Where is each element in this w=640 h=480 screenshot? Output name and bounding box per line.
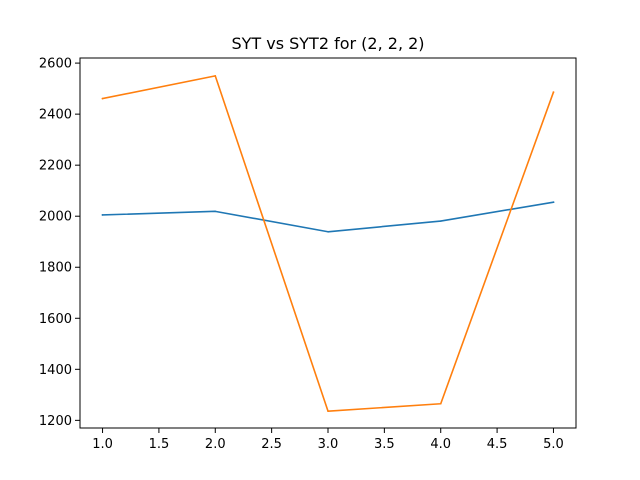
y-tick-label: 1600 xyxy=(39,312,72,327)
y-tick-label: 2000 xyxy=(39,210,72,225)
series-2-point xyxy=(101,97,104,100)
series-1-point xyxy=(101,214,104,216)
y-tick-label: 1400 xyxy=(39,363,72,378)
x-tick-label: 4.5 xyxy=(487,437,508,452)
x-tick-label: 2.0 xyxy=(205,437,226,452)
x-tick-label: 4.0 xyxy=(430,437,451,452)
series-2-point xyxy=(439,402,442,405)
x-tick-label: 1.5 xyxy=(149,437,170,452)
chart-title: SYT vs SYT2 for (2, 2, 2) xyxy=(231,34,424,53)
x-tick-label: 2.5 xyxy=(261,437,282,452)
x-tick-label: 3.0 xyxy=(318,437,339,452)
axes-frame xyxy=(79,57,577,429)
series-1-point xyxy=(439,220,442,222)
y-tick-label: 1800 xyxy=(39,261,72,276)
series-2-point xyxy=(214,75,217,77)
y-tick-label: 2200 xyxy=(39,159,72,174)
x-tick-label: 5.0 xyxy=(543,437,564,452)
series-1-point xyxy=(552,201,555,203)
x-tick-label: 1.0 xyxy=(92,437,113,452)
series-layer xyxy=(101,75,555,412)
series-1-point xyxy=(327,230,329,233)
y-tick-label: 2400 xyxy=(39,108,72,123)
x-tick-label: 3.5 xyxy=(374,437,395,452)
series-2-point xyxy=(552,91,555,93)
y-tick-label: 2600 xyxy=(39,57,72,72)
series-1-point xyxy=(214,210,217,213)
series-2-line xyxy=(101,75,555,412)
series-1-line xyxy=(101,201,555,233)
y-tick-label: 1200 xyxy=(39,414,72,429)
series-2-point xyxy=(327,410,329,412)
ticks-layer: 1.0 1.5 2.0 2.5 3.0 3.5 4.0 4.5 5.0 1200 1400 1600 1… xyxy=(39,57,564,452)
